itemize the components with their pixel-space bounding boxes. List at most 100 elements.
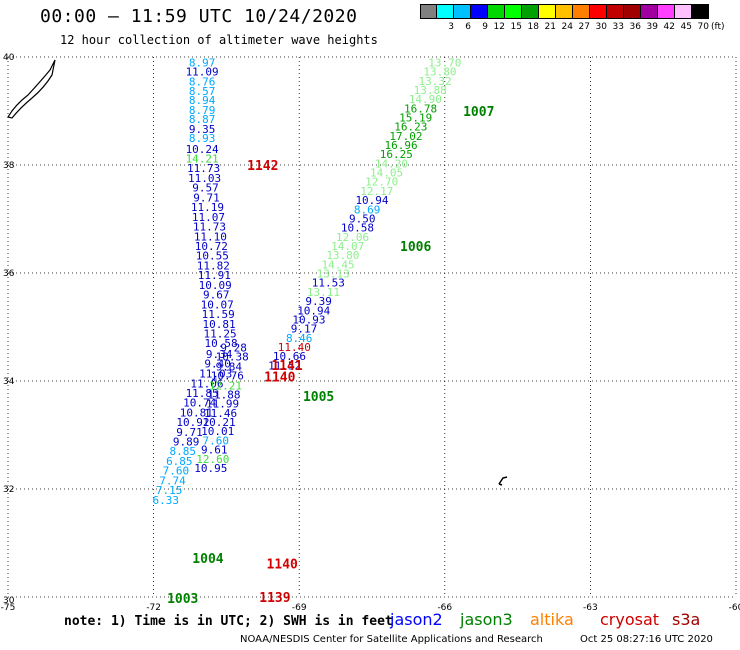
wave-height-label: 10.72: [195, 240, 228, 253]
wave-height-label: 13.80: [326, 249, 359, 262]
wave-height-label: 11.99: [206, 398, 239, 411]
pass-id-label: 1003: [167, 592, 198, 607]
wave-height-label: 7.15: [156, 484, 183, 497]
wave-height-label: 11.53: [312, 277, 345, 290]
pass-id-label: 1006: [400, 240, 431, 255]
legend-swatch: [505, 4, 522, 19]
legend-swatch: [624, 4, 641, 19]
legend-tick-label: 21: [544, 22, 556, 32]
wave-height-label: 6.33: [152, 494, 179, 507]
y-tick-label: 38: [3, 161, 15, 171]
wave-height-label: 7.60: [202, 434, 229, 447]
wave-height-label: 13.88: [414, 84, 447, 97]
wave-height-label: 11.06: [190, 378, 223, 391]
wave-height-label: 8.46: [286, 332, 313, 345]
wave-height-label: 8.93: [189, 132, 216, 145]
wave-height-label: 8.94: [189, 94, 216, 107]
wave-height-label: 12.21: [209, 379, 242, 392]
y-tick-label: 34: [3, 377, 15, 387]
wave-height-label: 7.74: [159, 474, 186, 487]
wave-height-label: 11.91: [198, 269, 231, 282]
wave-height-label: 10.81: [180, 406, 213, 419]
wave-height-label: 13.70: [428, 56, 461, 69]
legend-swatch: [522, 4, 539, 19]
wave-height-label: 10.21: [203, 416, 236, 429]
wave-height-label: 10.76: [211, 370, 244, 383]
pass-id-label: 1007: [463, 105, 494, 120]
x-tick-label: -69: [292, 603, 307, 613]
wave-height-label: 9.61: [201, 444, 228, 457]
wave-height-label: 9.89: [173, 435, 200, 448]
legend-swatch: [590, 4, 607, 19]
legend-unit: (ft): [711, 22, 725, 32]
wave-height-label: 8.57: [189, 85, 216, 98]
legend-tick-label: 6: [465, 22, 471, 32]
legend-swatch: [692, 4, 709, 19]
legend-tick-label: 36: [629, 22, 641, 32]
legend-tick-label: 45: [680, 22, 692, 32]
wave-height-label: 11.73: [187, 162, 220, 175]
wave-height-label: 16.96: [385, 139, 418, 152]
wave-height-label: 9.71: [176, 426, 203, 439]
wave-height-label: 14.07: [331, 240, 364, 253]
wave-height-label: 16.78: [404, 102, 437, 115]
chart-subtitle: 12 hour collection of altimeter wave hei…: [60, 33, 378, 47]
wave-height-label: 13.11: [307, 286, 340, 299]
wave-height-label: 11.07: [192, 211, 225, 224]
wave-height-label: 16.25: [380, 148, 413, 161]
y-tick-label: 40: [3, 53, 15, 63]
wave-height-label: 15.19: [399, 111, 432, 124]
island-shape: [498, 476, 508, 486]
pass-id-label: 1142: [247, 159, 278, 174]
wave-height-label: 8.79: [189, 104, 216, 117]
pass-id-label: 1005: [303, 390, 334, 405]
mission-label: jason3: [460, 610, 513, 629]
legend-tick-label: 33: [612, 22, 624, 32]
wave-height-label: 8.87: [189, 113, 216, 126]
legend-tick-label: 18: [527, 22, 539, 32]
legend-tick-label: 27: [578, 22, 590, 32]
legend-swatch: [454, 4, 471, 19]
legend-tick-label: 3: [448, 22, 454, 32]
wave-height-label: 12.60: [196, 453, 229, 466]
wave-height-label: 10.93: [292, 313, 325, 326]
wave-height-label: 9.84: [216, 360, 243, 373]
mission-label: s3a: [672, 610, 701, 629]
legend-swatch: [658, 4, 675, 19]
wave-height-label: 11.46: [204, 407, 237, 420]
wave-height-label: 10.74: [183, 397, 216, 410]
wave-height-label: 8.85: [169, 445, 196, 458]
wave-height-label: 11.88: [207, 389, 240, 402]
wave-height-label: 9.67: [203, 289, 230, 302]
wave-height-label: 13.80: [423, 66, 456, 79]
wave-height-label: 10.81: [203, 318, 236, 331]
wave-height-label: 14.05: [370, 167, 403, 180]
axis-labels: -75 -72 -69 -66 -63 -60 30 32 34 36 38 40: [1, 53, 740, 613]
wave-height-label: 11.10: [194, 230, 227, 243]
x-tick-label: -63: [583, 603, 598, 613]
credit-text: NOAA/NESDIS Center for Satellite Applica…: [240, 634, 543, 645]
wave-height-label: 9.35: [189, 123, 216, 136]
pass-id-label: 1141: [271, 359, 302, 374]
wave-height-label: 11.82: [197, 259, 230, 272]
wave-height-label: 11.59: [202, 308, 235, 321]
wave-height-label: 10.92: [176, 416, 209, 429]
y-tick-label: 32: [3, 485, 14, 495]
wave-height-label: 9.50: [349, 212, 376, 225]
wave-height-label: 10.01: [201, 425, 234, 438]
legend-swatch: [556, 4, 573, 19]
footer-note: note: 1) Time is in UTC; 2) SWH is in fe…: [64, 614, 393, 629]
wave-height-label: 9.39: [305, 295, 332, 308]
x-tick-label: -72: [146, 603, 161, 613]
pass-id-label: 1140: [264, 371, 295, 386]
legend-swatch: [488, 4, 505, 19]
wave-height-label: 10.66: [273, 350, 306, 363]
x-tick-label: -60: [729, 603, 740, 613]
mission-label: altika: [530, 610, 574, 629]
wave-height-label: 14.21: [186, 153, 219, 166]
wave-height-label: 8.69: [354, 203, 381, 216]
wave-height-label: 10.95: [194, 462, 227, 475]
wave-height-label: 11.52: [268, 359, 301, 372]
y-tick-label: 36: [3, 269, 15, 279]
